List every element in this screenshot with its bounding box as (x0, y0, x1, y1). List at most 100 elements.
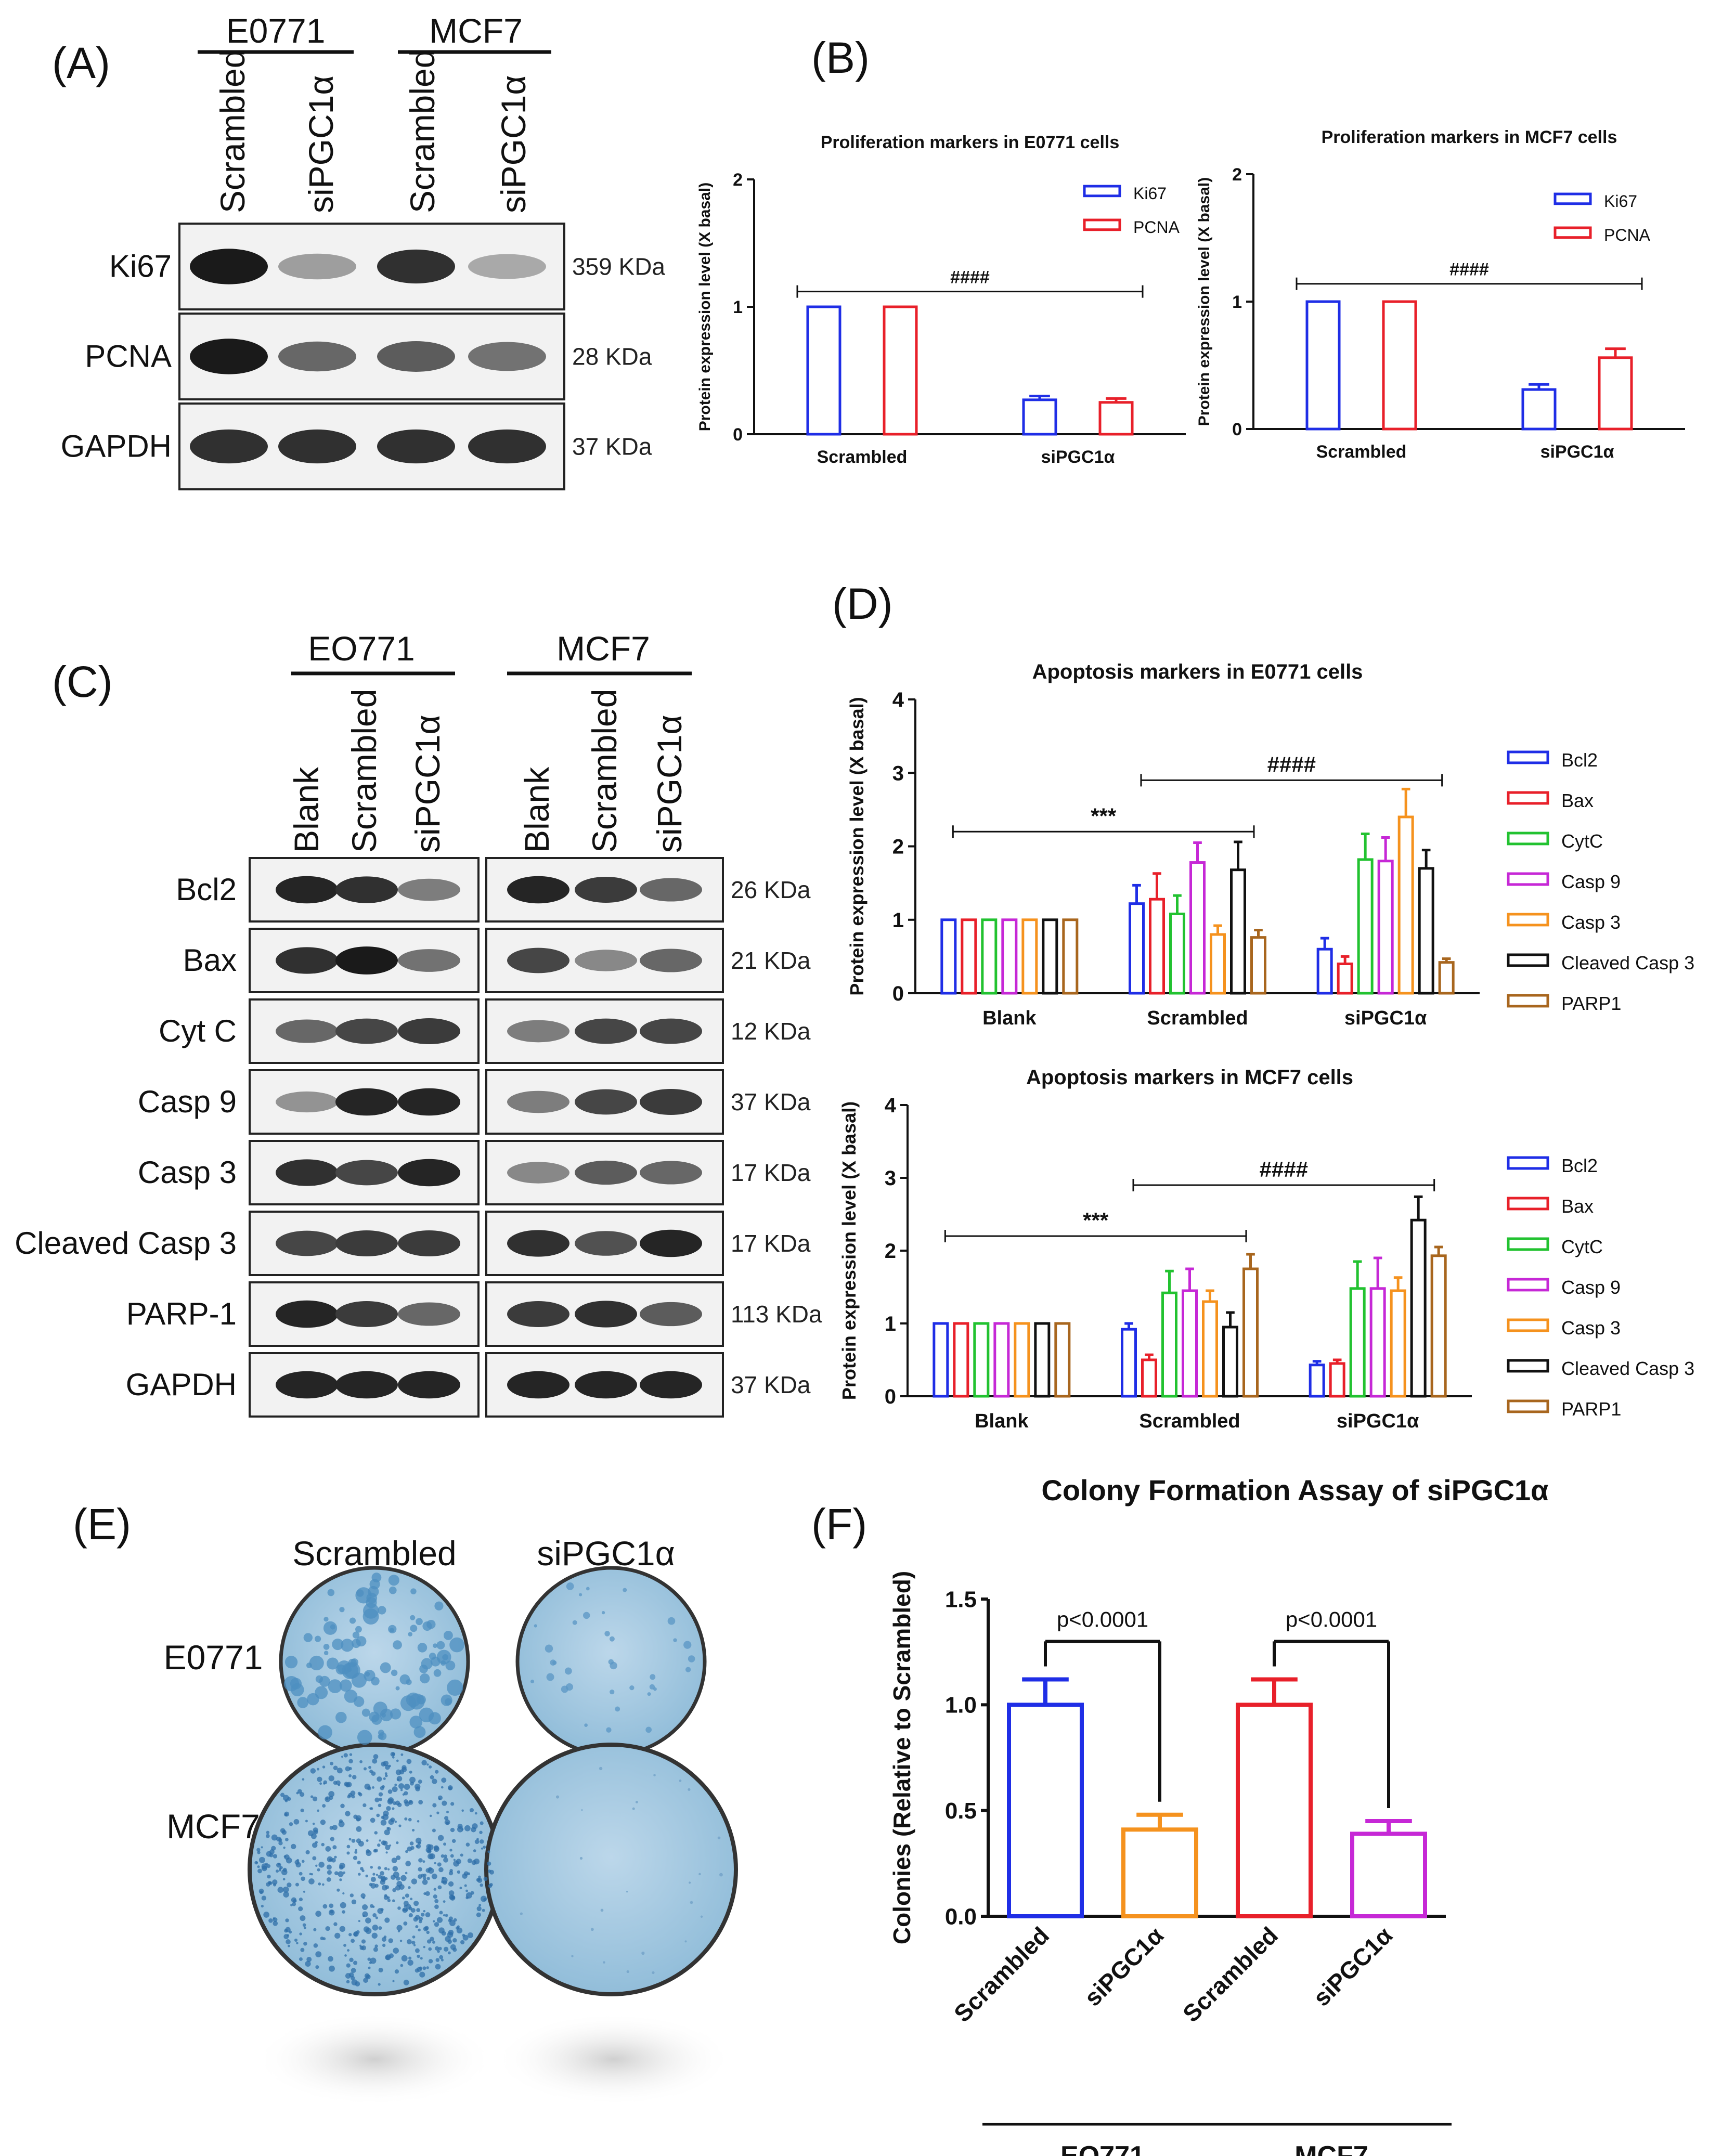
colony-dot (299, 1957, 303, 1961)
colony-dot (372, 1913, 377, 1917)
x-tick-label: siPGC1α (1344, 1007, 1427, 1029)
colony-dot (367, 1957, 371, 1961)
colony-dot (419, 1708, 434, 1722)
blot-c-lane-label: Blank (287, 767, 326, 853)
colony-dot (400, 1964, 403, 1967)
colony-dot (370, 1958, 377, 1964)
bar (1191, 863, 1205, 993)
colony-dot (284, 1855, 287, 1858)
colony-dot (701, 1916, 703, 1918)
colony-dot (385, 1772, 387, 1775)
colony-dot (571, 1955, 573, 1957)
colony-dot (423, 1946, 425, 1948)
colony-dot (301, 1876, 305, 1881)
colony-dot (315, 1965, 319, 1969)
colony-dot (445, 1698, 452, 1706)
colony-dot (332, 1639, 343, 1650)
colony-dot (382, 1944, 385, 1947)
colony-dot (382, 1937, 386, 1942)
colony-dot (476, 1913, 481, 1917)
blot-band (276, 876, 338, 904)
colony-dot (304, 1633, 313, 1642)
blot-band (335, 1160, 398, 1186)
colony-dot (272, 1879, 277, 1885)
colony-dot (438, 1796, 443, 1800)
colony-dot (332, 1825, 338, 1830)
blot-band (276, 1231, 338, 1256)
colony-dot (365, 1917, 371, 1923)
panel-label-c: (C) (52, 657, 113, 706)
colony-dot (379, 1792, 383, 1796)
colony-dot (458, 1824, 463, 1829)
colony-dot (438, 1835, 444, 1841)
colony-dot (652, 1971, 654, 1974)
colony-dot (354, 1851, 357, 1854)
blot-band (335, 876, 398, 903)
colony-dot (484, 1877, 488, 1881)
colony-dot (322, 1804, 326, 1808)
colony-dot (365, 1928, 371, 1934)
bar (1130, 904, 1144, 993)
colony-dot (256, 1848, 260, 1852)
y-tick-label: 2 (892, 836, 904, 859)
colony-dot (398, 1824, 401, 1827)
colony-dot (263, 1912, 269, 1918)
colony-dot (645, 1727, 652, 1733)
x-tick-label: siPGC1α (1540, 442, 1614, 462)
colony-dot (367, 1786, 371, 1790)
colony-dot (434, 1922, 439, 1927)
colony-dot (426, 1931, 430, 1934)
sig-label: *** (1083, 1208, 1109, 1232)
colony-dot (641, 1952, 644, 1955)
y-tick-label: 0 (1232, 420, 1242, 439)
colony-dot (444, 1854, 447, 1858)
colony-dot (449, 1869, 452, 1872)
blot-band (575, 1019, 637, 1044)
colony-dot (416, 1908, 420, 1912)
colony-dot (396, 1686, 400, 1691)
colony-dot (385, 1851, 387, 1853)
colony-dot (276, 1837, 281, 1842)
colony-dot (434, 1862, 436, 1864)
plate-mcf7-scrambled (250, 1745, 499, 1994)
colony-dot (610, 1637, 615, 1642)
colony-dot (348, 1774, 352, 1777)
colony-dot (356, 1815, 361, 1821)
colony-dot (360, 1893, 366, 1899)
colony-dot (443, 1842, 446, 1846)
colony-dot (310, 1768, 316, 1774)
blot-c-lane-label: siPGC1α (408, 715, 447, 853)
legend-label: Bcl2 (1561, 749, 1598, 771)
legend-label: Bax (1561, 790, 1594, 811)
colony-dot (366, 1849, 370, 1853)
blot-band (335, 1230, 398, 1256)
colony-dot (448, 1785, 453, 1790)
colony-dot (344, 1954, 347, 1957)
colony-dot (374, 1798, 379, 1802)
colony-dot (356, 1838, 361, 1843)
colony-dot (450, 1854, 454, 1858)
y-tick-label: 1 (733, 297, 743, 317)
colony-dot (364, 1767, 367, 1770)
colony-dot (452, 1839, 456, 1843)
colony-dot (477, 1878, 482, 1883)
colony-dot (443, 1900, 446, 1903)
colony-dot (425, 1891, 430, 1896)
colony-dot (482, 1909, 485, 1912)
blot-band (276, 947, 338, 973)
colony-dot (384, 1895, 389, 1900)
colony-dot (410, 1625, 417, 1632)
colony-dot (362, 1904, 368, 1910)
bar (1244, 1269, 1258, 1396)
colony-dot (434, 1888, 436, 1890)
colony-dot (429, 1853, 435, 1859)
blot-band (575, 1371, 637, 1399)
colony-dot (351, 1976, 355, 1980)
colony-dot (313, 1797, 317, 1801)
colony-dot (359, 1760, 362, 1763)
y-tick-label: 0.5 (945, 1798, 977, 1824)
colony-dot (285, 1927, 290, 1932)
colony-dot (358, 1873, 361, 1876)
colony-dot (381, 1713, 386, 1718)
colony-dot (441, 1777, 446, 1783)
